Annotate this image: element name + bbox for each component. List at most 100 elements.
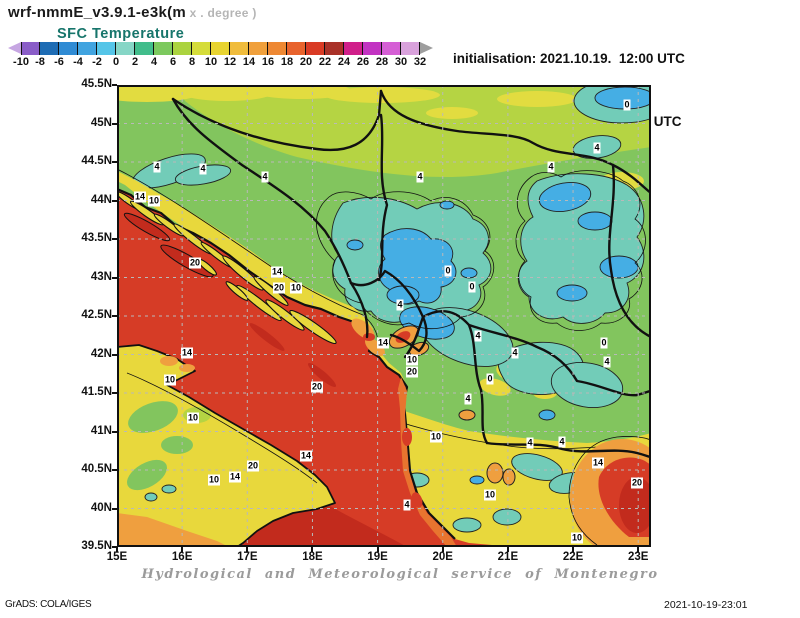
lon-tick [376,547,379,552]
lat-label: 44N [90,193,112,206]
map-canvas [117,85,651,547]
colorbar-tick-label: -8 [35,56,45,68]
colorbar-tick-label: 0 [112,56,120,68]
lat-tick [112,276,117,279]
contour-label: 4 [511,347,519,359]
contour-label: 20 [272,282,286,294]
contour-label: 10 [186,412,200,424]
contour-label: 4 [396,299,404,311]
montenegro-coast-warm-spots [351,318,423,508]
colorbar-segment [306,42,325,55]
contour-label: 20 [310,381,324,393]
colorbar-segment [287,42,306,55]
contour-label: 4 [199,163,207,175]
contour-label: 10 [483,489,497,501]
latitude-axis: 45.5N 45N 44.5N 44N 43.5N 43N 42.5N 42N 41.5N 41N… [58,78,112,552]
map-frame [117,85,651,547]
colorbar-segment [325,42,344,55]
lat-label: 42.5N [81,309,112,321]
colorbar-segment [59,42,78,55]
contour-label: 0 [623,99,631,111]
lon-tick [116,547,118,552]
colorbar-segment [116,42,135,55]
contour-label: 4 [547,161,555,173]
contour-label: 4 [526,437,534,449]
colorbar-segment [382,42,401,55]
colorbar-segment [268,42,287,55]
contour-label: 4 [153,161,161,173]
colorbar-segment [211,42,230,55]
lat-label: 41.5N [81,386,112,398]
lon-label: 16E [171,551,193,563]
temperature-colorbar [8,42,433,55]
model-title-units: x . degree ) [186,6,257,20]
contour-label: 14 [180,347,194,359]
lon-label: 17E [237,551,258,563]
lat-tick [112,199,117,202]
contour-label: 0 [486,373,494,385]
contour-label: 4 [474,330,482,342]
contour-label: 14 [133,191,147,203]
colorbar-tick-label: -2 [92,56,102,68]
lon-tick [506,547,509,552]
lon-label: 15E [106,551,128,563]
lat-label: 44.5N [81,155,112,167]
contour-label: 10 [429,431,443,443]
lat-label: 40.5N [81,463,112,475]
service-note: Hydrological and Meteorological service … [141,567,659,582]
contour-label: 4 [603,356,611,368]
lon-tick [572,547,575,552]
lat-tick [112,84,117,86]
lon-tick [311,547,314,552]
colorbar-tick-label: 8 [188,56,196,68]
colorbar-tick-label: -6 [54,56,64,68]
colorbar-left-arrow [8,42,21,54]
colorbar-segment [154,42,173,55]
lat-tick [112,122,117,125]
lat-label: 43.5N [81,232,112,244]
lat-tick [112,315,117,317]
lat-tick [112,353,117,356]
colorbar-right-arrow [420,42,433,54]
lon-label: 21E [497,551,519,563]
colorbar-tick-label: 6 [169,56,177,68]
country-borders [171,89,651,459]
colorbar-tick-label: 18 [280,56,294,68]
lat-label: 41N [90,424,112,437]
colorbar-tick-label: 22 [318,56,332,68]
colorbar-tick-label: 14 [242,56,256,68]
longitude-axis: 15E 16E 17E 18E 19E 20E 21E 22E 23E [107,551,651,565]
grads-credit: GrADS: COLA/IGES [5,599,92,610]
lat-tick [112,469,117,471]
lon-tick [181,547,184,552]
lat-tick [112,238,117,240]
colorbar-segment [21,42,40,55]
contour-label: 4 [403,499,411,511]
lon-label: 22E [562,551,584,563]
contour-label: 0 [468,281,476,293]
colorbar-tick-label: -10 [13,56,29,68]
contour-label: 10 [207,474,221,486]
contour-label: 20 [405,366,419,378]
colorbar-segment [363,42,382,55]
colorbar-segment [135,42,154,55]
contour-label: 4 [558,436,566,448]
contour-label: 10 [570,532,584,544]
colorbar-tick-label: 26 [356,56,370,68]
colorbar-tick-label: -4 [73,56,83,68]
lat-tick [112,392,117,394]
colorbar-tick-label: 28 [375,56,389,68]
lat-tick [112,430,117,433]
colorbar-tick-labels: -10 -8 -6 -4 -2 0 2 4 6 8 10 12 14 16 18 20 22 24 26 28 30 32 [8,56,448,68]
contour-label: 10 [147,195,161,207]
colorbar-segment [401,42,420,55]
lon-tick [441,547,444,552]
colorbar-segment [97,42,116,55]
contour-label: 14 [376,337,390,349]
contour-label: 0 [600,337,608,349]
lat-label: 39.5N [81,540,112,552]
contour-label: 14 [591,457,605,469]
contour-label: 4 [464,393,472,405]
lon-label: 18E [302,551,323,563]
